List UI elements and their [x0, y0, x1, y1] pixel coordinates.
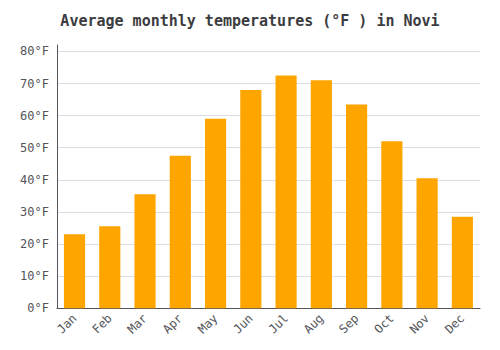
svg-text:Jun: Jun: [231, 311, 256, 336]
svg-text:Jan: Jan: [54, 311, 79, 336]
svg-text:Oct: Oct: [372, 311, 397, 336]
svg-text:60°F: 60°F: [20, 109, 49, 123]
svg-text:40°F: 40°F: [20, 173, 49, 187]
svg-text:Jul: Jul: [266, 311, 291, 336]
svg-text:10°F: 10°F: [20, 269, 49, 283]
svg-text:20°F: 20°F: [20, 237, 49, 251]
svg-text:50°F: 50°F: [20, 141, 49, 155]
svg-text:May: May: [195, 311, 220, 336]
svg-text:70°F: 70°F: [20, 77, 49, 91]
svg-text:30°F: 30°F: [20, 205, 49, 219]
svg-text:Mar: Mar: [125, 311, 150, 336]
svg-text:Sep: Sep: [336, 311, 361, 336]
svg-text:Aug: Aug: [301, 311, 326, 336]
svg-text:0°F: 0°F: [27, 301, 49, 315]
svg-text:Average monthly temperatures (: Average monthly temperatures (°F ) in No…: [60, 12, 439, 30]
svg-text:Nov: Nov: [407, 311, 432, 336]
svg-text:Feb: Feb: [90, 311, 115, 336]
svg-text:Dec: Dec: [442, 311, 467, 336]
svg-text:Apr: Apr: [160, 311, 185, 336]
svg-text:80°F: 80°F: [20, 44, 49, 58]
